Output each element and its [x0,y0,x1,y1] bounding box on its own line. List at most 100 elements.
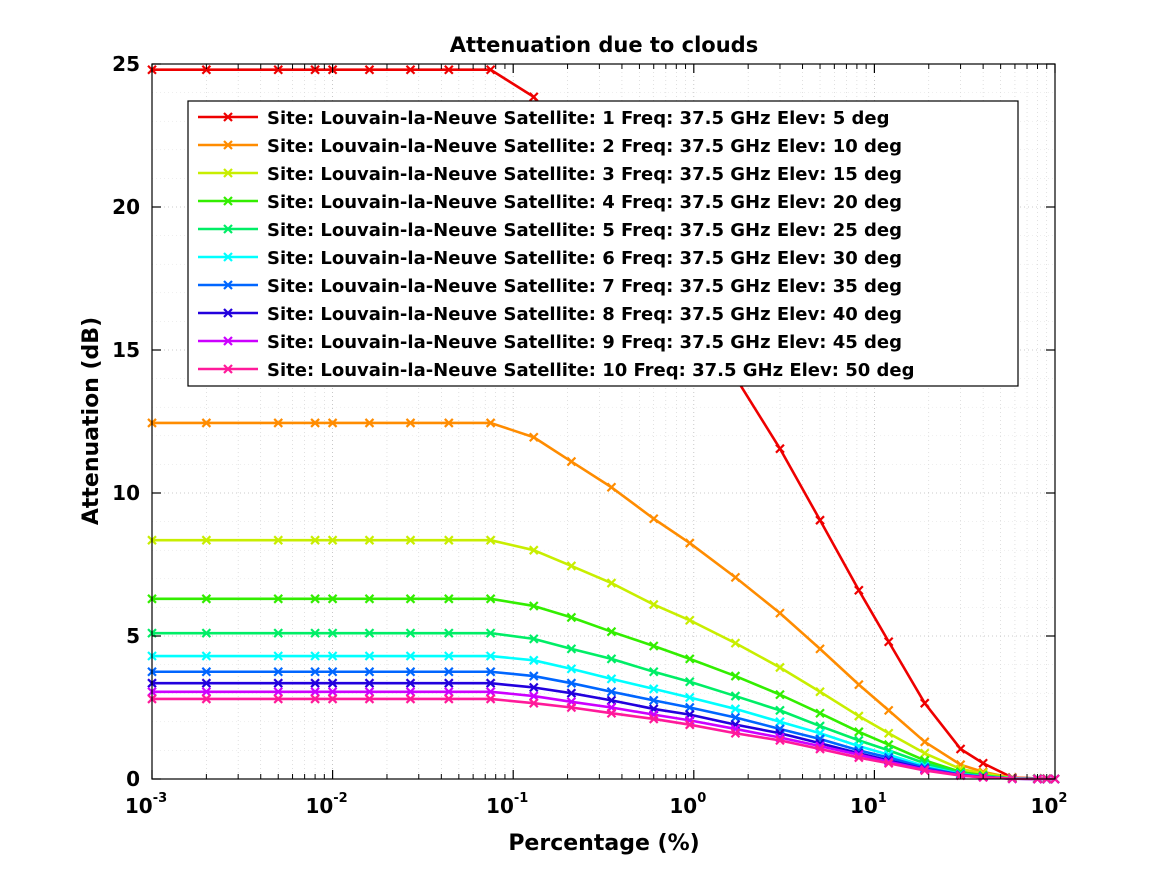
marker-stroke [648,666,659,677]
data-point [201,694,212,704]
marker-stroke [854,752,864,763]
marker-stroke [606,686,617,697]
data-point [529,601,539,611]
marker-stroke [273,535,284,545]
marker-stroke [310,666,320,677]
marker-stroke [775,735,785,746]
marker-stroke [815,721,825,731]
marker-stroke [606,695,617,706]
data-point [405,418,416,428]
data-point [405,594,416,604]
data-point [606,695,617,706]
chart-title: Attenuation due to clouds [450,33,758,57]
legend-marker [223,112,233,122]
data-point [273,535,284,545]
legend-label: Site: Louvain-la-Neuve Satellite: 3 Freq… [267,164,902,185]
marker-stroke [775,608,785,618]
marker-stroke [485,666,496,677]
data-point [815,708,825,718]
data-point [201,535,212,545]
data-point [684,615,695,626]
marker-stroke [310,694,320,704]
data-point [854,727,864,737]
marker-stroke [648,513,659,524]
marker-stroke [310,535,320,545]
marker-stroke [327,694,338,704]
axis-ticks: 0 5 10 15 20 25 10-3 10-2 10-1 100 101 102 [112,52,1067,818]
data-point [485,686,496,697]
marker-stroke [566,664,577,674]
data-point [529,432,539,443]
data-point [201,418,212,428]
data-point [273,651,284,661]
marker-stroke [566,456,577,467]
data-point [883,758,894,769]
legend-label: Site: Louvain-la-Neuve Satellite: 4 Freq… [267,192,902,213]
marker-stroke [883,636,894,647]
data-point [775,705,785,716]
data-point [201,651,212,661]
marker-stroke [978,758,988,769]
marker-stroke [327,651,338,661]
data-point [310,535,320,545]
marker-stroke [566,644,577,654]
data-point [444,535,454,545]
data-point [444,64,454,75]
data-point [327,694,338,704]
marker-stroke [730,638,741,648]
marker-stroke [273,694,284,704]
marker-stroke [730,704,741,714]
marker-stroke [273,418,284,428]
legend-marker [223,280,233,290]
marker-stroke [364,418,375,428]
legend: Site: Louvain-la-Neuve Satellite: 1 Freq… [187,100,1019,387]
data-point [883,636,894,647]
data-point [364,678,375,688]
marker-stroke [648,714,659,724]
data-point [730,572,741,583]
marker-stroke [273,64,284,75]
marker-stroke [444,628,454,638]
marker-stroke [606,482,617,493]
marker-stroke [201,678,212,688]
data-point [327,678,338,688]
data-point [815,644,825,654]
data-point [364,694,375,704]
data-point [606,708,617,718]
data-point [775,735,785,746]
marker-stroke [201,628,212,638]
data-point [327,666,338,677]
marker-stroke [529,691,539,701]
data-point [405,678,416,688]
legend-item: Site: Louvain-la-Neuve Satellite: 3 Freq… [198,164,902,185]
data-point [566,664,577,674]
legend-marker [223,140,233,150]
marker-stroke [854,585,864,596]
marker-stroke [327,628,338,638]
data-point [405,64,416,75]
marker-stroke [201,594,212,604]
data-point [327,628,338,638]
marker-stroke [273,666,284,677]
data-point [444,694,454,704]
data-point [684,692,695,703]
data-point [730,671,741,681]
data-point [327,651,338,661]
marker-stroke [364,594,375,604]
marker-stroke [201,694,212,704]
x-tick-label: 101 [850,791,887,818]
data-point [405,686,416,697]
marker-stroke [606,578,617,588]
data-point [775,689,785,700]
marker-stroke [684,692,695,703]
data-point [485,651,496,661]
marker-stroke [485,694,496,704]
marker-stroke [444,594,454,604]
data-point [529,698,539,708]
data-point [310,628,320,638]
marker-stroke [201,64,212,75]
marker-stroke [815,515,825,525]
x-tick-label: 10-3 [125,791,167,818]
marker-stroke [529,671,539,681]
